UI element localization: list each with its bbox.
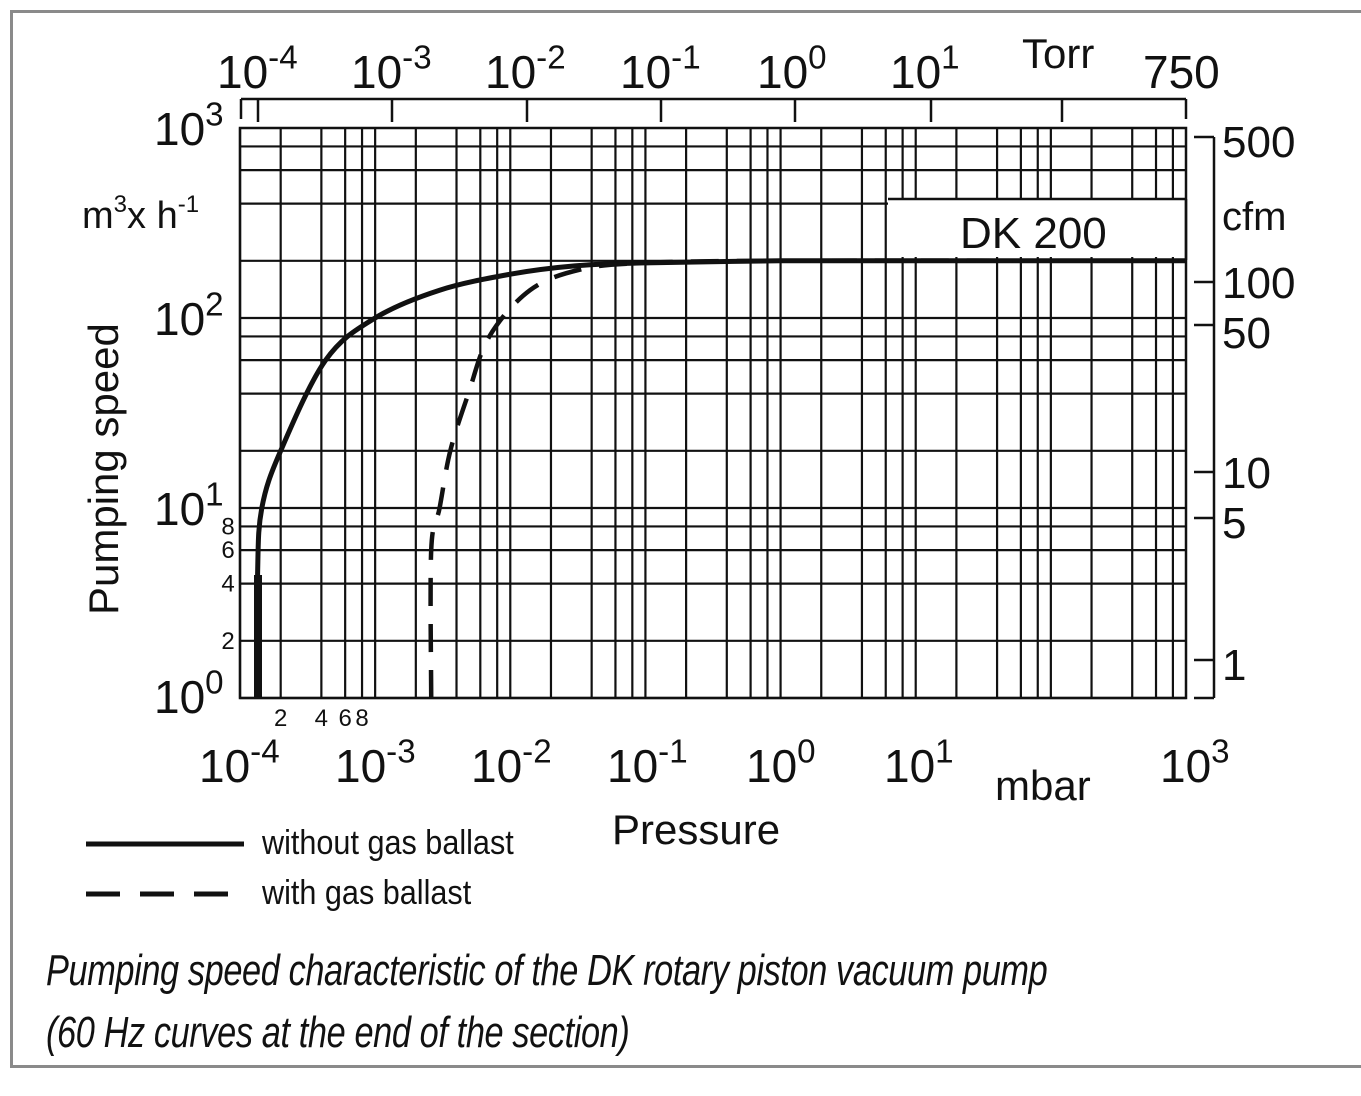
figure-frame	[10, 10, 1361, 1068]
bottom-axis-unit: mbar	[995, 762, 1091, 809]
right-axis-tick-label: 10	[1222, 449, 1271, 498]
top-axis-tick-label: 10-1	[620, 40, 701, 98]
left-axis-minor-label: 4	[221, 571, 234, 598]
curve-without-gas-ballast	[254, 258, 1186, 699]
bottom-axis-tick-label: 100	[746, 734, 816, 792]
top-axis-tick-label: 10-4	[217, 40, 298, 98]
left-axis-tick-label: 100	[154, 665, 224, 723]
right-axis-tick-label: 100	[1222, 259, 1295, 308]
left-axis-minor-label: 8	[221, 513, 234, 540]
bottom-axis-tick-label: 10-4	[199, 734, 280, 792]
right-axis-tick-label: 1	[1222, 641, 1246, 690]
right-axis-tick-label: 5	[1222, 499, 1246, 548]
top-axis-tick-label: 10-3	[351, 40, 432, 98]
right-axis-tick-label: 50	[1222, 309, 1271, 358]
x-axis-title: Pressure	[612, 806, 780, 853]
top-axis-end-label: 750	[1143, 46, 1220, 98]
curve-with-gas-ballast	[428, 258, 1187, 699]
bottom-axis-tick-label: 10-2	[471, 734, 552, 792]
bottom-axis-minor-label: 8	[355, 705, 368, 732]
plot-border	[238, 126, 1188, 700]
legend-label-with-gas-ballast: with gas ballast	[262, 874, 472, 912]
top-axis-unit: Torr	[1022, 30, 1094, 77]
right-axis-tick-label: 500	[1222, 118, 1295, 167]
left-axis-tick-label: 102	[154, 287, 224, 345]
y-axis-title: Pumping speed	[80, 323, 127, 615]
cfm-axis	[1194, 135, 1216, 700]
caption-line-2: (60 Hz curves at the end of the section)	[46, 1008, 630, 1057]
torr-axis	[239, 97, 1188, 122]
chart-grid	[238, 128, 1186, 700]
left-axis-tick-label: 103	[154, 97, 224, 155]
model-label: DK 200	[960, 209, 1107, 258]
bottom-axis-tick-label: 10-1	[607, 734, 688, 792]
caption-line-1: Pumping speed characteristic of the DK r…	[46, 946, 1048, 995]
model-label-box	[888, 199, 1186, 257]
top-axis-tick-label: 101	[890, 40, 960, 98]
figure-caption: Pumping speed characteristic of the DK r…	[46, 940, 1048, 1064]
right-axis-unit: cfm	[1222, 195, 1286, 239]
bottom-axis-tick-label: 101	[884, 734, 954, 792]
y-axis-unit: m3x h-1	[82, 191, 199, 237]
top-axis-tick-label: 10-2	[485, 40, 566, 98]
bottom-axis-tick-label: 103	[1160, 734, 1230, 792]
bottom-axis-minor-label: 6	[338, 705, 351, 732]
bottom-axis-minor-label: 4	[315, 705, 328, 732]
bottom-axis-tick-label: 10-3	[335, 734, 416, 792]
bottom-axis-minor-label: 2	[274, 705, 287, 732]
left-axis-tick-label: 101	[154, 477, 224, 535]
left-axis-minor-label: 2	[221, 628, 234, 655]
top-axis-tick-label: 100	[757, 40, 827, 98]
left-axis-minor-label: 6	[221, 537, 234, 564]
legend-label-without-gas-ballast: without gas ballast	[262, 824, 514, 862]
